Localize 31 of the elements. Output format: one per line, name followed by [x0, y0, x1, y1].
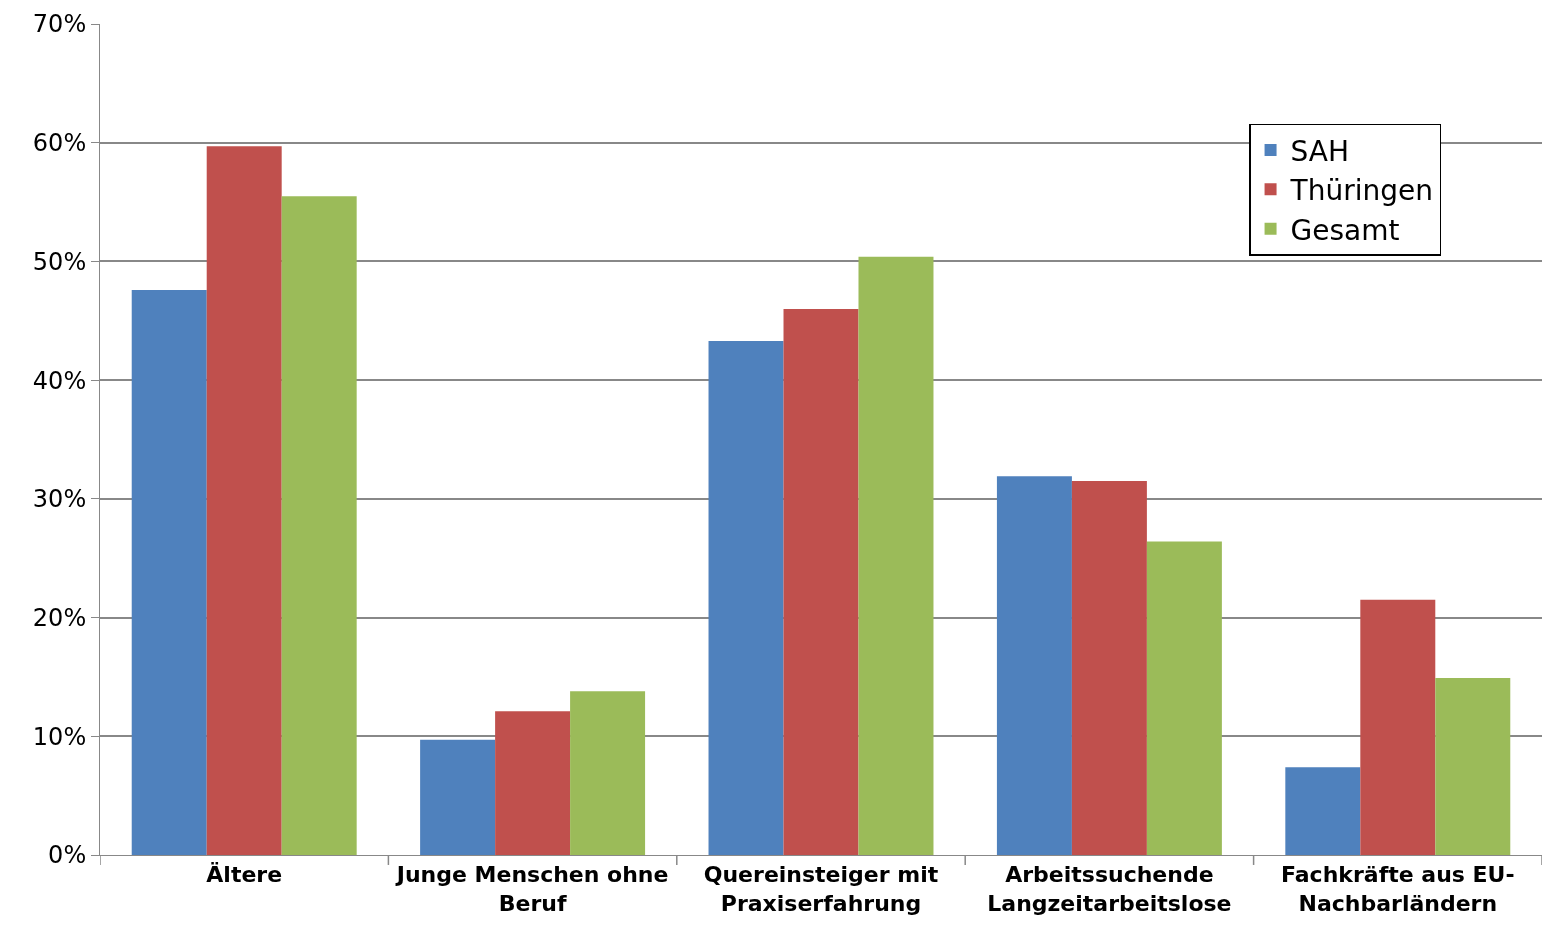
- x-tick-label: Arbeitssuchende Langzeitarbeitslose: [987, 862, 1232, 916]
- bar: [1435, 678, 1511, 855]
- bar: [131, 289, 207, 855]
- x-tick-label: Fachkräfte aus EU-Nachbarländern: [1281, 862, 1515, 916]
- y-tick-label: 50%: [32, 247, 87, 276]
- bar: [708, 340, 784, 855]
- bar: [206, 146, 282, 855]
- x-tick-label: Quereinsteiger mit Praxiserfahrung: [703, 862, 939, 916]
- y-tick-label: 60%: [32, 129, 87, 158]
- bar: [570, 691, 646, 855]
- bar: [996, 476, 1072, 855]
- bar: [495, 711, 571, 855]
- legend-label: SAH: [1290, 134, 1350, 168]
- bar: [1071, 481, 1147, 855]
- y-tick-label: 70%: [32, 10, 87, 39]
- bar: [783, 308, 859, 855]
- bar: [858, 256, 934, 855]
- bar: [1146, 541, 1222, 855]
- y-tick-label: 10%: [32, 722, 87, 751]
- legend-label: Thüringen: [1289, 174, 1433, 208]
- y-tick-label: 30%: [32, 485, 87, 514]
- bar: [420, 739, 496, 855]
- y-tick-label: 40%: [32, 366, 87, 395]
- legend-label: Gesamt: [1290, 213, 1400, 247]
- bar: [281, 196, 357, 855]
- x-tick-label: Ältere: [206, 862, 283, 888]
- bar: [1285, 767, 1361, 855]
- y-tick-label: 20%: [32, 603, 87, 632]
- x-tick-label: Junge Menschen ohne Beruf: [394, 862, 669, 916]
- bar: [1360, 599, 1436, 855]
- y-tick-label: 0%: [48, 841, 87, 870]
